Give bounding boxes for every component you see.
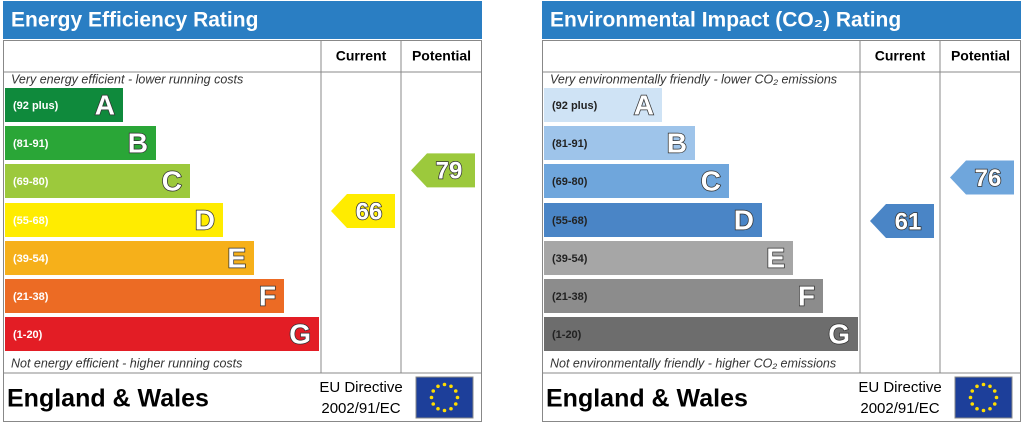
rating-arrow [870, 204, 934, 238]
eu-star [981, 382, 986, 387]
band-range: (81-91) [13, 138, 49, 150]
title-bar [542, 1, 1021, 39]
eu-star [436, 406, 440, 411]
band-letter: E [227, 242, 246, 273]
band-letter: D [734, 204, 754, 235]
band-letter: C [162, 165, 182, 196]
band-letter: C [701, 165, 721, 196]
col-potential: Potential [412, 48, 471, 64]
eu-star [970, 402, 975, 406]
col-current: Current [336, 48, 387, 64]
eu-star [981, 408, 986, 413]
eu-star [453, 402, 458, 406]
rating-arrow [950, 160, 1014, 195]
panel-title: Energy Efficiency Rating [11, 9, 258, 32]
band [5, 88, 123, 122]
band-range: (92 plus) [552, 100, 598, 112]
eu-star [970, 389, 975, 393]
band-range: (21-38) [552, 291, 588, 303]
eu-star [431, 389, 436, 393]
top-note: Very energy efficient - lower running co… [11, 72, 243, 86]
eu-star [455, 395, 460, 400]
eu-star [449, 406, 453, 411]
bottom-note: Not energy efficient - higher running co… [11, 356, 242, 370]
band [544, 317, 858, 351]
band [5, 279, 284, 313]
directive-1: EU Directive [319, 379, 402, 396]
region: England & Wales [7, 385, 209, 413]
eu-star [968, 395, 973, 400]
eu-star [992, 389, 997, 393]
band-letter: F [259, 280, 276, 311]
top-note: Very environmentally friendly - lower CO… [550, 72, 837, 86]
eu-star [988, 406, 992, 411]
band [544, 164, 729, 198]
band-range: (92 plus) [13, 100, 59, 112]
band [5, 164, 190, 198]
band [5, 241, 254, 275]
band-range: (39-54) [13, 253, 49, 265]
band [544, 88, 662, 122]
band [544, 279, 823, 313]
band [5, 126, 156, 160]
band-letter: G [289, 318, 311, 349]
rating-value: 61 [895, 208, 922, 235]
rating-arrow [331, 194, 395, 228]
eu-star [431, 402, 436, 406]
band-letter: G [828, 318, 850, 349]
eu-star [436, 384, 440, 389]
band-letter: A [634, 89, 654, 120]
eu-star [453, 389, 458, 393]
band-range: (1-20) [13, 329, 43, 341]
eu-star [442, 408, 447, 413]
band-letter: E [766, 242, 785, 273]
band-letter: D [195, 204, 215, 235]
eu-star [988, 384, 992, 389]
rating-value: 79 [436, 158, 463, 185]
eu-star [992, 402, 997, 406]
directive-2: 2002/91/EC [860, 400, 939, 417]
directive-1: EU Directive [858, 379, 941, 396]
rating-arrow [411, 153, 475, 188]
band-letter: F [798, 280, 815, 311]
band [544, 241, 793, 275]
bottom-note: Not environmentally friendly - higher CO… [550, 356, 836, 370]
band-range: (39-54) [552, 253, 588, 265]
eu-star [442, 382, 447, 387]
region: England & Wales [546, 385, 748, 413]
band-range: (55-68) [552, 215, 588, 227]
rating-value: 66 [356, 198, 383, 225]
title-bar [3, 1, 482, 39]
band-letter: B [667, 127, 687, 158]
directive-2: 2002/91/EC [321, 400, 400, 417]
band-letter: A [95, 89, 115, 120]
band-range: (55-68) [13, 215, 49, 227]
panel-title: Environmental Impact (CO₂) Rating [550, 9, 901, 32]
panel-border [3, 40, 482, 422]
band-range: (69-80) [13, 176, 49, 188]
band [544, 126, 695, 160]
eu-star [429, 395, 434, 400]
band-letter: B [128, 127, 148, 158]
band-range: (69-80) [552, 176, 588, 188]
eu-star [994, 395, 999, 400]
rating-value: 76 [975, 165, 1002, 192]
eu-star [975, 406, 979, 411]
band [544, 203, 762, 237]
col-current: Current [875, 48, 926, 64]
col-potential: Potential [951, 48, 1010, 64]
band [5, 317, 319, 351]
band-range: (81-91) [552, 138, 588, 150]
band-range: (21-38) [13, 291, 49, 303]
band-range: (1-20) [552, 329, 582, 341]
eu-star [975, 384, 979, 389]
eu-star [449, 384, 453, 389]
panel-border [542, 40, 1021, 422]
band [5, 203, 223, 237]
